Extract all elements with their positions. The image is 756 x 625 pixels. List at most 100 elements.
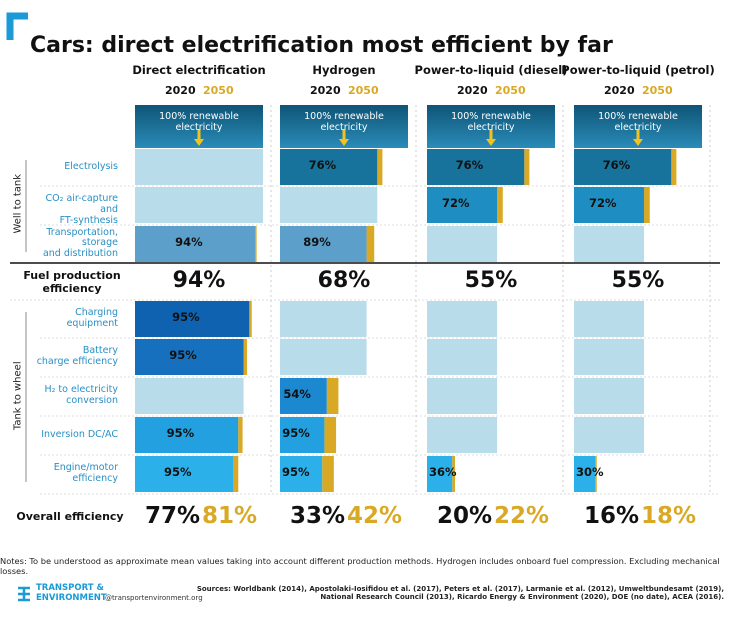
stage-group-label: Tank to wheel bbox=[12, 361, 24, 431]
pathway-name: Power-to-liquid (petrol) bbox=[561, 63, 715, 77]
passthrough-bar bbox=[574, 226, 645, 262]
step-value: 72% bbox=[442, 196, 470, 210]
efficiency-bar bbox=[135, 339, 244, 375]
projection-bar bbox=[595, 456, 597, 492]
arrow bbox=[339, 139, 349, 146]
efficiency-bar bbox=[280, 149, 378, 185]
projection-bar bbox=[524, 149, 530, 185]
passthrough-bar bbox=[280, 339, 367, 375]
source-label: 100% renewable electricity bbox=[159, 111, 239, 133]
step-value: 94% bbox=[175, 235, 203, 249]
projection-bar bbox=[249, 301, 252, 337]
year-label: 2020 bbox=[457, 84, 488, 97]
notes: Notes: To be understood as approximate m… bbox=[0, 556, 720, 576]
passthrough-bar bbox=[574, 378, 645, 414]
step-value: 95% bbox=[282, 465, 310, 479]
projection-bar bbox=[452, 456, 456, 492]
overall-2020: 77% bbox=[145, 503, 201, 529]
year-label: 2050 bbox=[203, 84, 234, 97]
passthrough-bar bbox=[427, 339, 498, 375]
projection-bar bbox=[377, 149, 383, 185]
step-label: Battery charge efficiency bbox=[36, 345, 118, 367]
year-label: 2050 bbox=[348, 84, 379, 97]
passthrough-bar bbox=[427, 417, 498, 453]
step-label: Charging equipment bbox=[66, 307, 118, 329]
source-label: 100% renewable electricity bbox=[304, 111, 384, 133]
source-label: 100% renewable electricity bbox=[451, 111, 531, 133]
overall-2020: 20% bbox=[437, 503, 493, 529]
efficiency-bar bbox=[427, 456, 453, 492]
projection-bar bbox=[322, 456, 334, 492]
projection-bar bbox=[255, 226, 257, 262]
efficiency-bar bbox=[574, 187, 645, 223]
fuel-production-value: 68% bbox=[317, 268, 371, 293]
title-mark bbox=[6, 12, 28, 40]
passthrough-bar bbox=[427, 226, 498, 262]
overall-2020: 16% bbox=[584, 503, 640, 529]
stage-group-label: Well to tank bbox=[12, 173, 24, 234]
passthrough-bar bbox=[280, 187, 378, 223]
fuel-production-value: 94% bbox=[172, 268, 226, 293]
pathway-name: Hydrogen bbox=[312, 63, 376, 77]
step-value: 95% bbox=[169, 348, 197, 362]
overall-2050: 42% bbox=[347, 503, 403, 529]
projection-bar bbox=[497, 187, 503, 223]
passthrough-bar bbox=[135, 149, 263, 185]
step-value: 54% bbox=[283, 387, 311, 401]
step-value: 76% bbox=[602, 158, 631, 172]
projection-bar bbox=[243, 339, 248, 375]
row-label: Overall efficiency bbox=[16, 510, 124, 523]
year-label: 2020 bbox=[310, 84, 341, 97]
step-label: Electrolysis bbox=[64, 160, 118, 172]
passthrough-bar bbox=[280, 301, 367, 337]
overall-2050: 18% bbox=[641, 503, 697, 529]
arrow bbox=[633, 139, 643, 146]
passthrough-bar bbox=[574, 301, 645, 337]
step-label: Engine/motor efficiency bbox=[53, 462, 118, 484]
passthrough-bar bbox=[135, 187, 263, 223]
title: Cars: direct electrification most effici… bbox=[30, 33, 613, 58]
step-value: 76% bbox=[308, 158, 337, 172]
passthrough-bar bbox=[574, 339, 645, 375]
step-value: 76% bbox=[455, 158, 484, 172]
efficiency-bar bbox=[135, 226, 256, 262]
efficiency-bar bbox=[427, 187, 498, 223]
efficiency-bar bbox=[280, 226, 367, 262]
step-label: Transportation, storage and distribution bbox=[42, 226, 118, 260]
step-value: 72% bbox=[589, 196, 617, 210]
arrow bbox=[486, 139, 496, 146]
arrow bbox=[194, 139, 204, 146]
step-value: 95% bbox=[166, 426, 195, 440]
pathway-name: Power-to-liquid (diesel) bbox=[414, 63, 568, 77]
logo-url: @transportenvironment.org bbox=[105, 594, 203, 602]
projection-bar bbox=[326, 378, 339, 414]
efficiency-bar bbox=[135, 301, 250, 337]
logo-name: TRANSPORT & ENVIRONMENT bbox=[36, 583, 107, 603]
step-label: Inversion DC/AC bbox=[41, 428, 118, 440]
projection-bar bbox=[324, 417, 337, 453]
pathway-name: Direct electrification bbox=[132, 63, 266, 77]
logo-icon bbox=[18, 586, 30, 602]
step-value: 95% bbox=[164, 465, 192, 479]
year-label: 2050 bbox=[495, 84, 526, 97]
efficiency-bar bbox=[574, 149, 672, 185]
passthrough-bar bbox=[427, 301, 498, 337]
fuel-production-value: 55% bbox=[611, 268, 665, 293]
efficiency-bar bbox=[280, 417, 325, 453]
overall-2050: 81% bbox=[202, 503, 258, 529]
step-value: 89% bbox=[303, 235, 331, 249]
year-label: 2020 bbox=[165, 84, 196, 97]
row-label: Fuel production efficiency bbox=[23, 269, 121, 295]
step-value: 36% bbox=[429, 465, 457, 479]
efficiency-bar bbox=[135, 417, 239, 453]
efficiency-bar bbox=[280, 378, 327, 414]
fuel-production-value: 55% bbox=[464, 268, 518, 293]
step-value: 95% bbox=[282, 426, 310, 440]
step-value: 95% bbox=[172, 310, 200, 324]
year-label: 2050 bbox=[642, 84, 673, 97]
passthrough-bar bbox=[574, 417, 645, 453]
efficiency-bar bbox=[574, 456, 596, 492]
projection-bar bbox=[671, 149, 677, 185]
source-label: 100% renewable electricity bbox=[598, 111, 678, 133]
